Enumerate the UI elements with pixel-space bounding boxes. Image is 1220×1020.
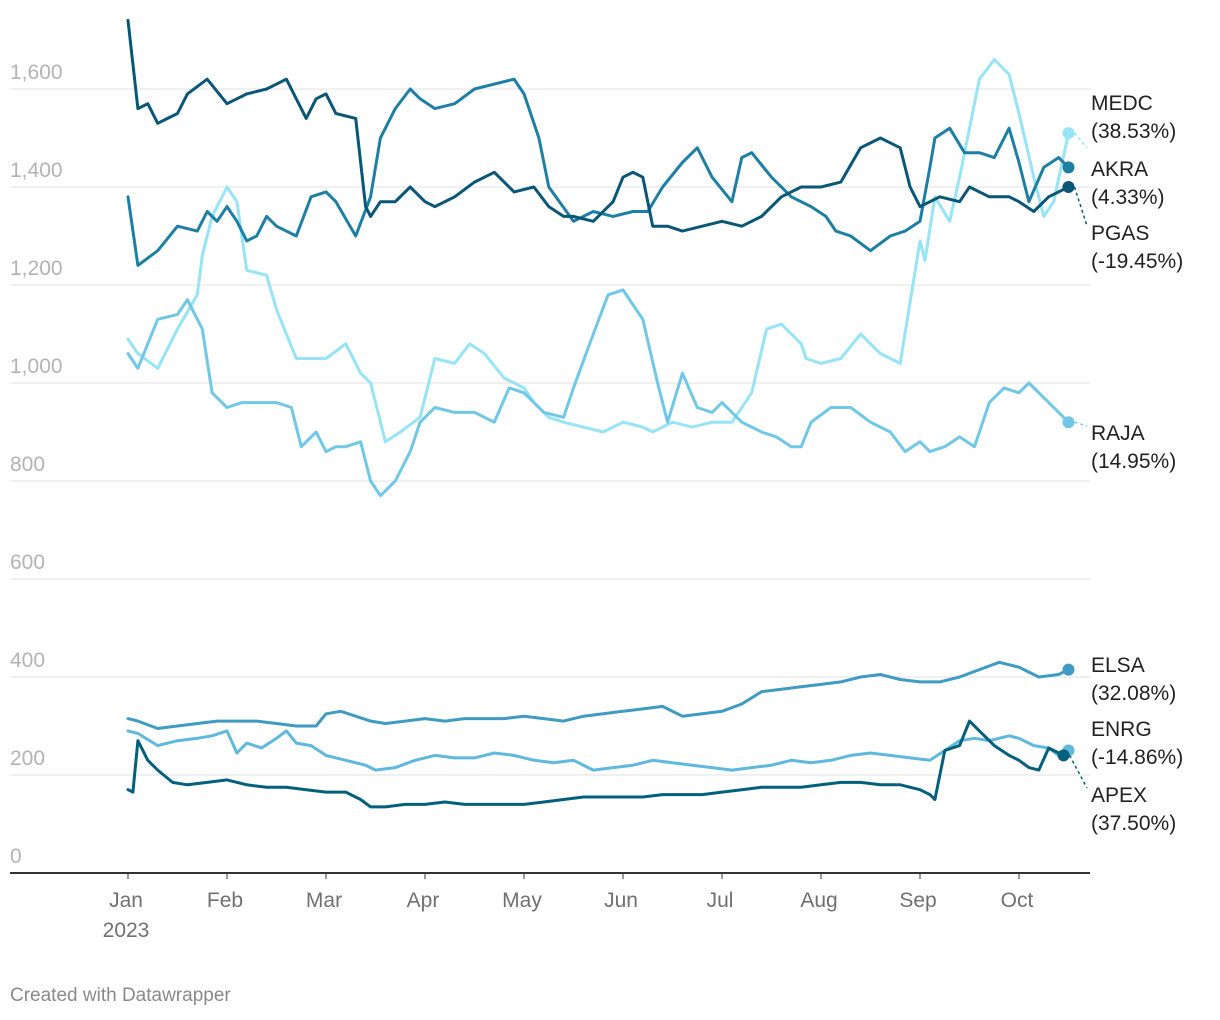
series-change-elsa: (32.08%) <box>1091 682 1176 705</box>
series-change-raja: (14.95%) <box>1091 450 1176 473</box>
y-tick-label: 1,400 <box>10 159 63 182</box>
series-line-pgas <box>126 18 1070 233</box>
y-tick-label: 200 <box>10 747 45 770</box>
y-axis-ticks: 0 200 400 600 800 1,000 1,200 1,400 1,600 <box>10 61 63 868</box>
series-end-dot-medc <box>1062 127 1075 140</box>
series-label-akra: AKRA <box>1091 158 1148 181</box>
series-end-dot-elsa <box>1062 663 1075 676</box>
x-tick-label: Jul <box>707 889 734 912</box>
x-tick-label: Jun <box>604 889 638 912</box>
gridlines <box>10 88 1090 776</box>
x-tick-label: Jan <box>109 889 143 912</box>
x-tick-label: Feb <box>207 889 243 912</box>
series-labels: MEDC (38.53%) AKRA (4.33%) PGAS (-19.45%) RAJA… <box>1068 92 1183 835</box>
x-tick-label: Mar <box>306 889 342 912</box>
y-tick-label: 1,000 <box>10 355 63 378</box>
label-leader-medc <box>1073 132 1088 149</box>
series-end-dot-akra <box>1062 161 1075 174</box>
series-line-apex <box>126 719 1065 809</box>
datawrapper-credit: Created with Datawrapper <box>10 985 231 1006</box>
label-leader-apex <box>1068 755 1088 789</box>
y-tick-label: 1,200 <box>10 257 63 280</box>
y-tick-label: 1,600 <box>10 61 63 84</box>
series-end-dot-pgas <box>1062 181 1075 193</box>
x-tick-label-year: 2023 <box>103 919 150 942</box>
x-tick-label: Oct <box>1001 889 1034 912</box>
series-change-pgas: (-19.45%) <box>1091 250 1183 273</box>
series-label-medc: MEDC <box>1091 92 1153 115</box>
x-tick-label: Sep <box>899 889 936 912</box>
series-label-apex: APEX <box>1091 784 1147 807</box>
series-label-raja: RAJA <box>1091 422 1145 445</box>
y-tick-label: 800 <box>10 453 45 476</box>
series-change-enrg: (-14.86%) <box>1091 746 1183 769</box>
series-change-apex: (37.50%) <box>1091 812 1176 835</box>
label-leader-pgas <box>1073 186 1088 227</box>
series-label-enrg: ENRG <box>1091 718 1152 741</box>
series-line-raja <box>126 288 1070 498</box>
series-line-elsa <box>126 660 1070 730</box>
series-line-enrg <box>126 729 1070 772</box>
series-change-akra: (4.33%) <box>1091 186 1165 209</box>
series-line-akra <box>126 77 1070 267</box>
series-end-dot-raja <box>1062 416 1075 429</box>
series-label-pgas: PGAS <box>1091 222 1149 245</box>
y-tick-label: 0 <box>10 845 22 868</box>
x-tick-label: May <box>502 889 542 912</box>
x-tick-label: Apr <box>407 889 440 912</box>
x-tick-label: Aug <box>800 889 837 912</box>
label-leader-raja <box>1074 421 1088 427</box>
series-lines <box>126 18 1075 809</box>
series-end-dot-apex <box>1057 749 1070 762</box>
series-change-medc: (38.53%) <box>1091 120 1176 143</box>
series-line-medc <box>126 58 1070 444</box>
series-label-elsa: ELSA <box>1091 654 1145 677</box>
x-axis-ticks: Jan 2023 Feb Mar Apr May Jun Jul Aug Sep Oct <box>103 873 1034 942</box>
y-tick-label: 400 <box>10 649 45 672</box>
y-tick-label: 600 <box>10 551 45 574</box>
